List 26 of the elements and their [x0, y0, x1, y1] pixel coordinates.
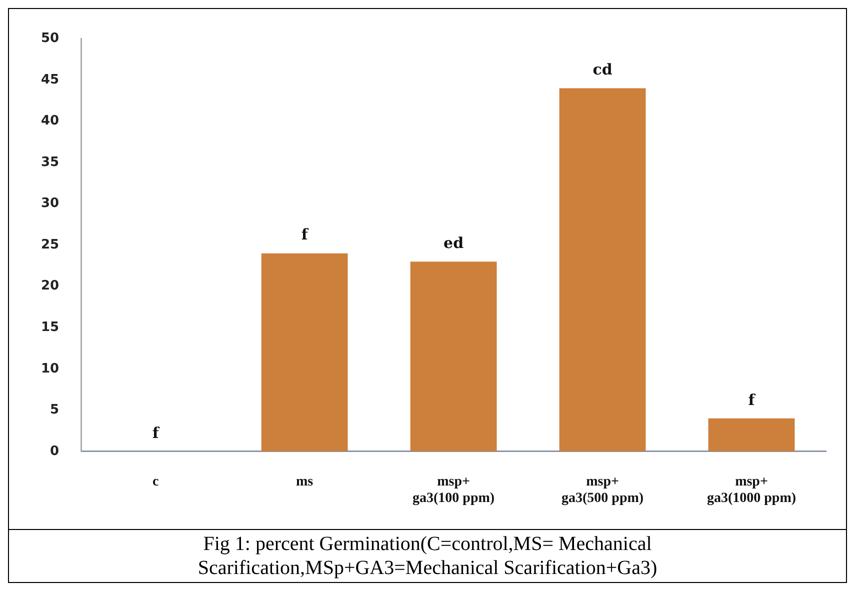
x-tick-label: msp+ ga3(500 ppm) [561, 474, 644, 506]
annotation: cd [592, 60, 613, 79]
y-tick-label: 10 [40, 361, 60, 376]
x-tick-label: msp+ ga3(1000 ppm) [706, 474, 796, 506]
bar [261, 253, 348, 452]
y-tick-label: 5 [50, 402, 60, 418]
annotation: f [152, 424, 160, 442]
bar [559, 88, 646, 452]
annotation: f [748, 390, 756, 409]
x-tick-label: msp+ ga3(100 ppm) [412, 474, 495, 506]
annotation: f [301, 226, 310, 244]
y-tick-label: 45 [40, 72, 60, 88]
y-tick-label: 15 [40, 320, 60, 335]
bar [708, 418, 795, 452]
annotation: ed [444, 234, 464, 252]
x-tick-label: c [152, 474, 159, 490]
y-tick-label: 35 [40, 154, 60, 170]
y-tick-label: 50 [40, 31, 60, 46]
caption: Fig 1: percent Germination(C=control,MS= Mechanical Scarification,MSp+GA3=Mechanical Scarification+Ga3) [196, 532, 658, 580]
y-tick-label: 20 [40, 278, 60, 294]
bar [410, 262, 497, 452]
y-tick-label: 0 [50, 444, 60, 459]
y-tick-label: 40 [40, 114, 60, 129]
y-tick-label: 25 [40, 237, 60, 252]
y-tick-label: 30 [40, 196, 60, 212]
x-tick-label: ms [296, 474, 314, 490]
